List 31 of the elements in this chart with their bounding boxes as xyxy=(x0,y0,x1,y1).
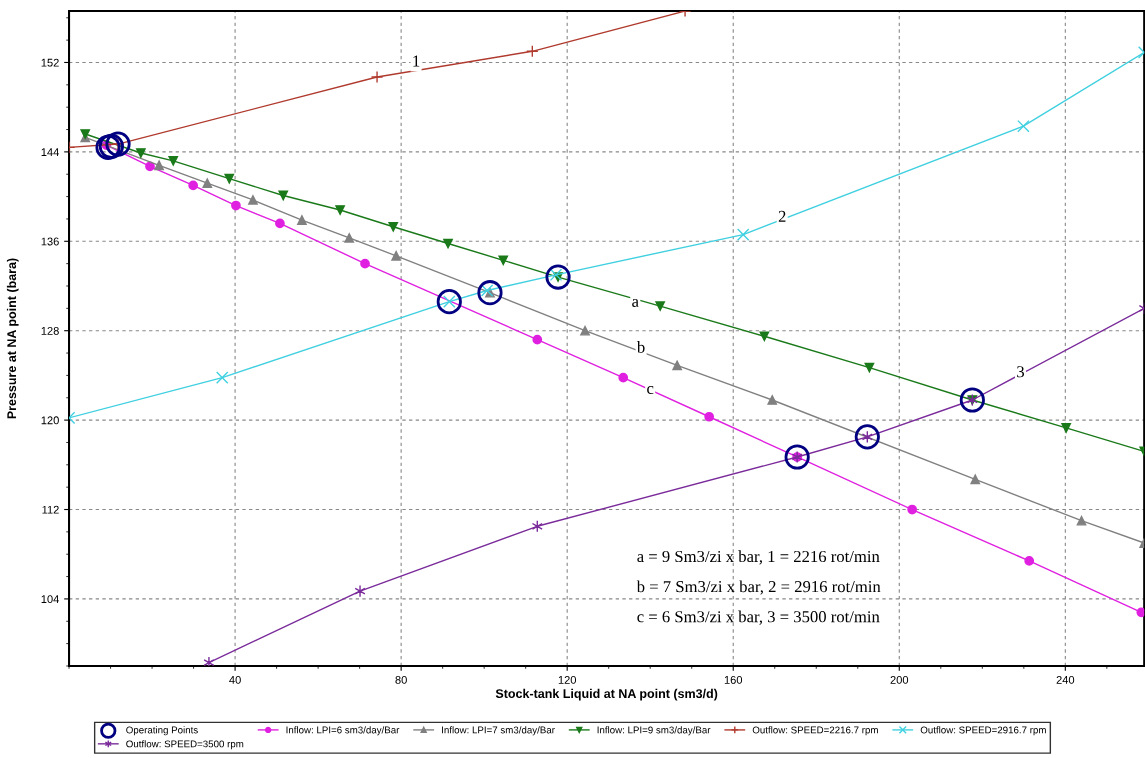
y-tick-label: 144 xyxy=(41,148,59,156)
y-tick-label: 128 xyxy=(41,326,59,335)
legend-label: Outflow: SPEED=2916.7 rpm xyxy=(920,726,1046,736)
legend-label: Outflow: SPEED=2216.7 rpm xyxy=(752,726,878,736)
legend-label: Inflow: LPI=7 sm3/day/Bar xyxy=(442,726,555,736)
x-axis-title: Stock-tank Liquid at NA point (sm3/d) xyxy=(495,688,718,701)
annotation: 1 xyxy=(413,55,420,67)
annotation: b xyxy=(636,341,645,353)
x-tick-label: 120 xyxy=(558,675,577,684)
x-tick-label: 240 xyxy=(1056,675,1075,684)
y-tick-label: 104 xyxy=(41,595,59,604)
y-tick-label: 152 xyxy=(41,58,59,67)
x-tick-label: 80 xyxy=(395,675,407,684)
legend-label: Operating Points xyxy=(126,726,198,736)
y-tick-label: 120 xyxy=(41,416,59,425)
annotation: c xyxy=(647,386,654,395)
x-tick-label: 40 xyxy=(229,675,241,684)
annotation: c = 6 Sm3/zi x bar, 3 = 3500 rot/min xyxy=(637,610,880,625)
legend-label: Inflow: LPI=9 sm3/day/Bar xyxy=(597,726,711,736)
legend-label: Inflow: LPI=6 sm3/day/Bar xyxy=(286,726,400,736)
annotation: 2 xyxy=(778,210,786,222)
x-tick-label: 200 xyxy=(890,675,909,684)
annotation: a = 9 Sm3/zi x bar, 1 = 2216 rot/min xyxy=(637,550,880,565)
y-tick-label: 136 xyxy=(41,237,59,246)
y-axis-title: Pressure at NA point (bara) xyxy=(6,258,19,419)
annotation: b = 7 Sm3/zi x bar, 2 = 2916 rot/min xyxy=(636,580,881,595)
x-tick-label: 160 xyxy=(724,675,743,684)
y-tick-label: 112 xyxy=(42,505,59,514)
annotation: 3 xyxy=(1017,366,1025,378)
legend-label: Outflow: SPEED=3500 rpm xyxy=(126,740,244,750)
annotation: a xyxy=(632,298,639,307)
